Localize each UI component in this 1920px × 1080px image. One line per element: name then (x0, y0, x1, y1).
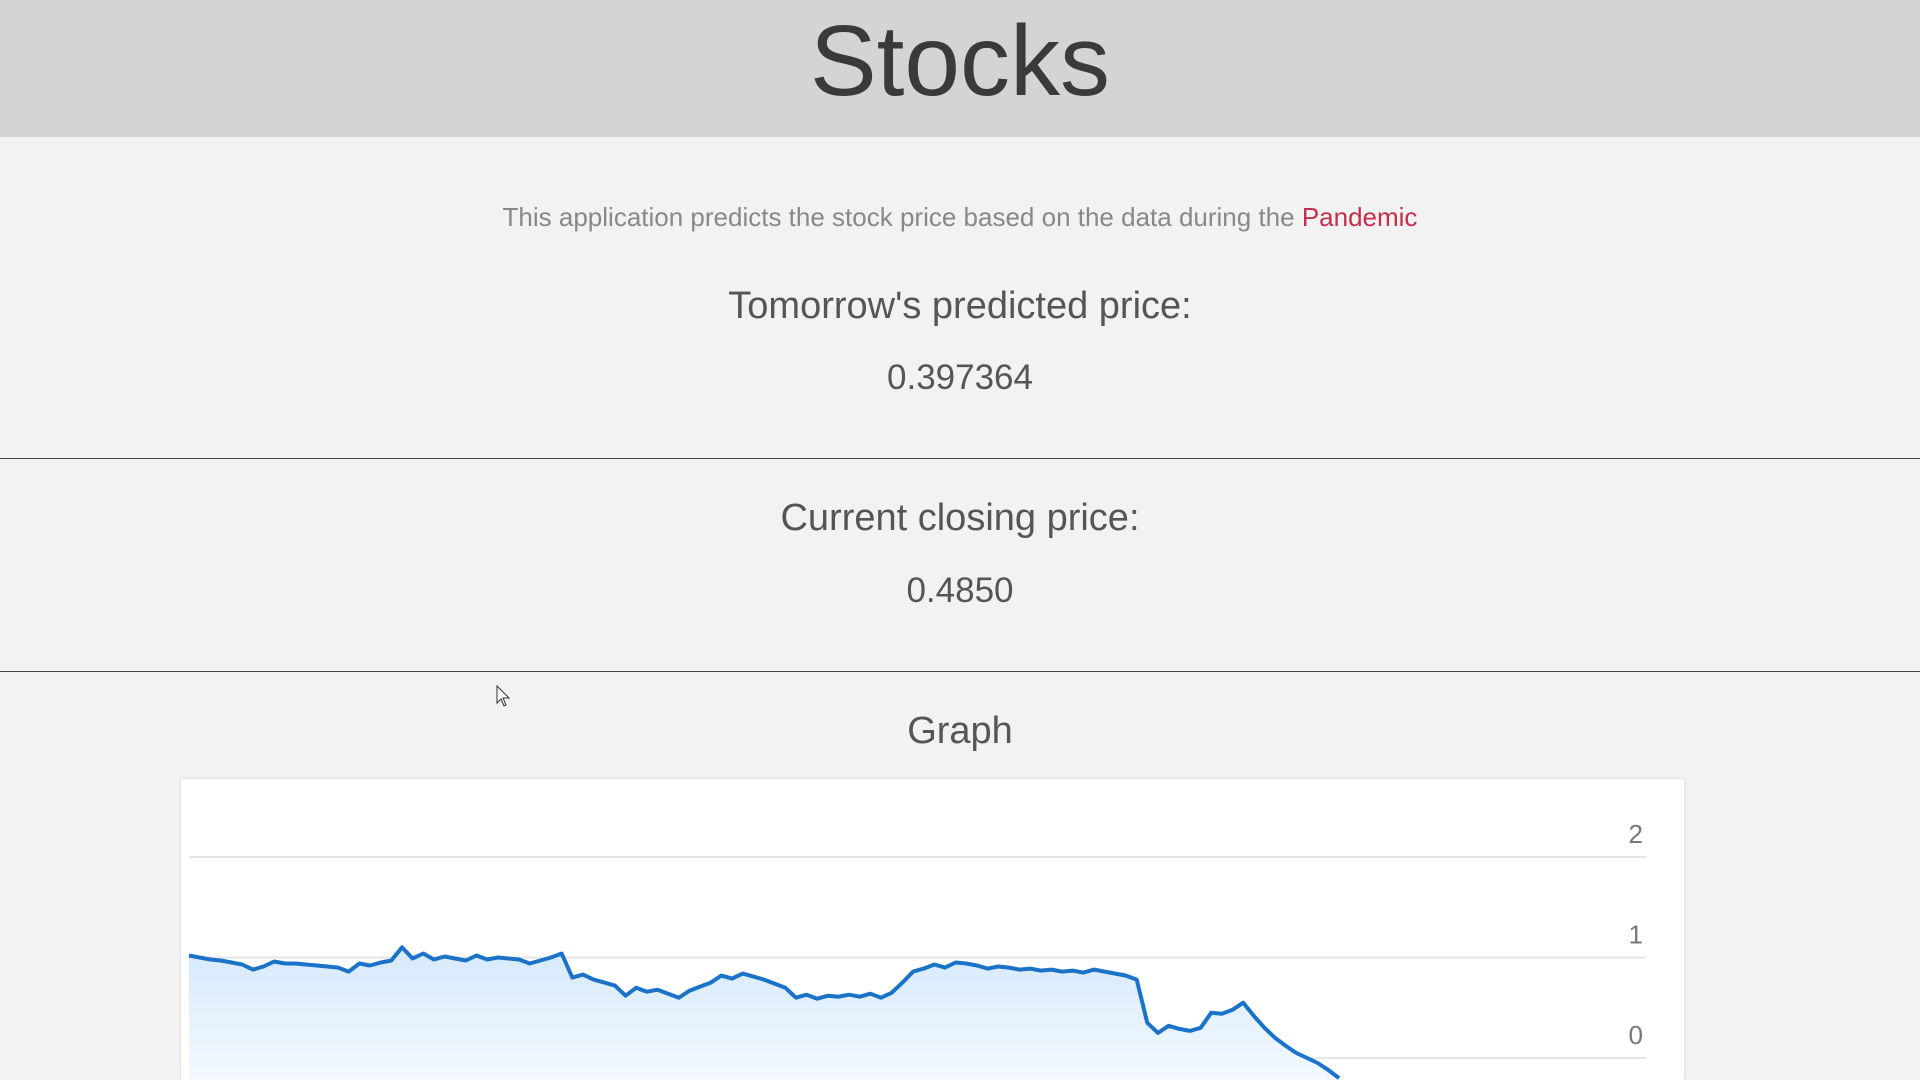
divider-bottom (0, 671, 1920, 672)
mouse-cursor-icon (496, 685, 511, 707)
stock-chart[interactable]: 2 1 0 (181, 779, 1684, 1080)
intro-text: This application predicts the stock pric… (0, 202, 1920, 233)
closing-price-value: 0.4850 (906, 571, 1014, 610)
y-tick-label-2: 2 (1629, 819, 1643, 849)
closing-price-label: Current closing price: (780, 497, 1140, 539)
header-bar: Stocks (0, 0, 1920, 137)
pandemic-highlight: Pandemic (1301, 202, 1418, 232)
graph-title: Graph (907, 710, 1013, 752)
intro-description: This application predicts the stock pric… (502, 202, 1302, 232)
chart-svg: 2 1 0 (188, 819, 1646, 1080)
predicted-price-label: Tomorrow's predicted price: (728, 285, 1192, 327)
y-tick-label-0: 0 (1629, 1020, 1643, 1050)
y-tick-label-1: 1 (1629, 920, 1643, 950)
predicted-price-value: 0.397364 (887, 358, 1033, 397)
price-line (188, 945, 1341, 1080)
price-area (189, 947, 1339, 1080)
page-title: Stocks (809, 4, 1111, 117)
divider-top (0, 458, 1920, 459)
